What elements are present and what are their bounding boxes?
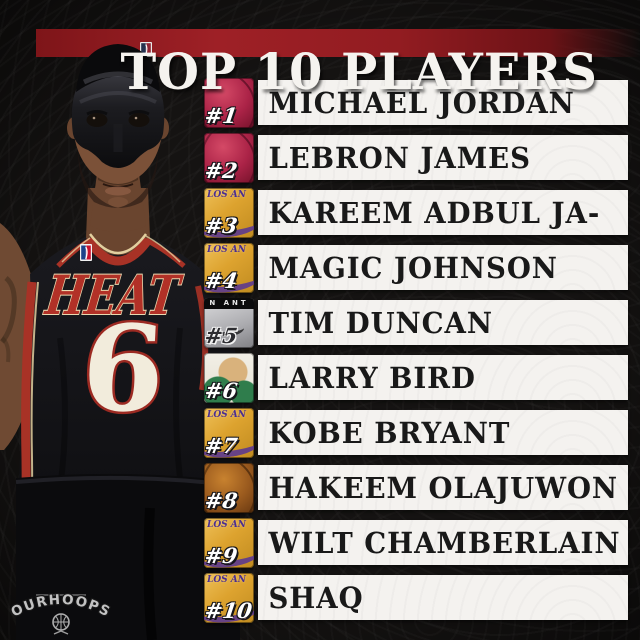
player-name-bar: MAGIC JOHNSON bbox=[258, 245, 628, 290]
player-name: LARRY BIRD bbox=[268, 360, 476, 395]
badge-team-text: LOS AN bbox=[207, 244, 247, 255]
player-name-bar: KOBE BRYANT bbox=[258, 410, 628, 455]
player-photo: HEAT 6 bbox=[0, 42, 240, 640]
rank-label: #3 bbox=[204, 212, 240, 238]
rank-label: #4 bbox=[204, 267, 240, 293]
player-row: #6 LARRY BIRD bbox=[204, 352, 628, 403]
badge-team-text: LOS AN bbox=[207, 574, 247, 585]
badge-team-text: N ANT bbox=[204, 297, 254, 309]
player-name-bar: LARRY BIRD bbox=[258, 355, 628, 400]
team-badge: LOS AN #3 bbox=[204, 187, 254, 238]
team-badge: #2 bbox=[204, 132, 254, 183]
team-badge: LOS AN #7 bbox=[204, 407, 254, 458]
player-name-bar: MICHAEL JORDAN bbox=[258, 80, 628, 125]
basketball-icon bbox=[52, 613, 70, 631]
player-name-bar: LEBRON JAMES bbox=[258, 135, 628, 180]
player-name-bar: SHAQ bbox=[258, 575, 628, 620]
nba-logo-icon bbox=[80, 244, 92, 261]
rank-label: #8 bbox=[204, 487, 240, 513]
player-name: TIM DUNCAN bbox=[268, 305, 494, 340]
team-badge: #8 bbox=[204, 462, 254, 513]
player-name: KAREEM ADBUL JA- bbox=[268, 195, 601, 230]
rank-label: #1 bbox=[204, 102, 240, 128]
badge-team-text: LOS AN bbox=[207, 519, 247, 530]
player-name: KOBE BRYANT bbox=[268, 415, 511, 450]
rank-label: #6 bbox=[204, 377, 240, 403]
badge-team-text: LOS AN bbox=[207, 409, 247, 420]
player-name: MICHAEL JORDAN bbox=[268, 85, 575, 120]
player-row: LOS AN #10 SHAQ bbox=[204, 572, 628, 623]
player-row: LOS AN #9 WILT CHAMBERLAIN bbox=[204, 517, 628, 568]
player-name-bar: HAKEEM OLAJUWON bbox=[258, 465, 628, 510]
player-head-mask bbox=[67, 44, 169, 232]
badge-team-text: LOS AN bbox=[207, 189, 247, 200]
team-badge: N ANT #5 bbox=[204, 297, 254, 348]
jersey-team-text: HEAT bbox=[41, 263, 186, 327]
team-badge: LOS AN #4 bbox=[204, 242, 254, 293]
team-badge: #1 bbox=[204, 77, 254, 128]
player-row: LOS AN #4 MAGIC JOHNSON bbox=[204, 242, 628, 293]
rank-label: #10 bbox=[204, 597, 254, 623]
player-row: LOS AN #3 KAREEM ADBUL JA- bbox=[204, 187, 628, 238]
player-name: LEBRON JAMES bbox=[268, 140, 531, 175]
team-badge: LOS AN #10 bbox=[204, 572, 254, 623]
rank-label: #5 bbox=[204, 322, 240, 348]
player-row: #2 LEBRON JAMES bbox=[204, 132, 628, 183]
rank-label: #2 bbox=[204, 157, 240, 183]
player-row: N ANT #5 TIM DUNCAN bbox=[204, 297, 628, 348]
rank-label: #9 bbox=[204, 542, 240, 568]
rank-label: #7 bbox=[204, 432, 240, 458]
player-name: SHAQ bbox=[268, 580, 364, 615]
ranking-list: #1 MICHAEL JORDAN #2 LEBRON JAMES LOS AN… bbox=[204, 77, 628, 630]
player-row: LOS AN #7 KOBE BRYANT bbox=[204, 407, 628, 458]
player-name-bar: WILT CHAMBERLAIN bbox=[258, 520, 628, 565]
jersey-number-text: 6 bbox=[79, 299, 168, 438]
poster-title: TOP 10 PLAYERS bbox=[120, 41, 598, 101]
player-name: HAKEEM OLAJUWON bbox=[268, 470, 619, 505]
player-row: #8 HAKEEM OLAJUWON bbox=[204, 462, 628, 513]
team-badge: #6 bbox=[204, 352, 254, 403]
player-name: MAGIC JOHNSON bbox=[268, 250, 558, 285]
team-badge: LOS AN #9 bbox=[204, 517, 254, 568]
player-name-bar: KAREEM ADBUL JA- bbox=[258, 190, 628, 235]
player-row: #1 MICHAEL JORDAN bbox=[204, 77, 628, 128]
player-name-bar: TIM DUNCAN bbox=[258, 300, 628, 345]
ourhoops-logo: OURHOOPS bbox=[7, 591, 113, 635]
player-name: WILT CHAMBERLAIN bbox=[268, 525, 621, 560]
